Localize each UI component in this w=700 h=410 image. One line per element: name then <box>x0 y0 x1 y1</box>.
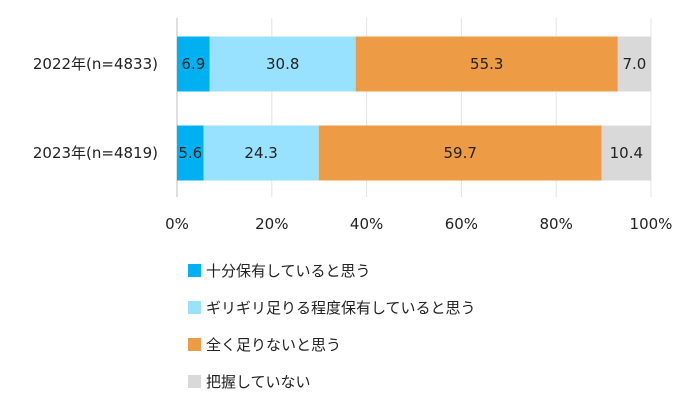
x-tick-label: 0% <box>165 215 189 233</box>
bar-segment <box>601 125 651 181</box>
x-tick-label: 100% <box>630 215 673 233</box>
legend-label-barely-enough: ギリギリ足りる程度保有していると思う <box>206 299 476 317</box>
x-tick-label: 60% <box>445 215 478 233</box>
data-label: 59.7 <box>444 144 477 162</box>
legend-swatch-sufficient <box>188 264 201 277</box>
legend: 十分保有していると思う ギリギリ足りる程度保有していると思う 全く足りないと思う… <box>188 252 476 400</box>
x-tick-label: 20% <box>255 215 288 233</box>
data-label: 7.0 <box>622 55 646 73</box>
legend-item-not-enough: 全く足りないと思う <box>188 326 476 363</box>
data-label: 55.3 <box>470 55 503 73</box>
bar-segment <box>177 36 210 92</box>
legend-item-barely-enough: ギリギリ足りる程度保有していると思う <box>188 289 476 326</box>
legend-swatch-not-enough <box>188 338 201 351</box>
bar-segment <box>318 125 602 181</box>
legend-label-sufficient: 十分保有していると思う <box>206 262 371 280</box>
legend-swatch-unknown <box>188 375 201 388</box>
category-label: 2022年(n=4833) <box>33 55 158 73</box>
legend-item-sufficient: 十分保有していると思う <box>188 252 476 289</box>
bar-segment <box>355 36 618 92</box>
stacked-bar-chart: 0% 20% 40% 60% 80% 100% 2022年(n=4833) 6.9 30.8 55… <box>33 18 673 233</box>
bar-segment <box>209 36 356 92</box>
bar-segment <box>617 36 651 92</box>
legend-label-not-enough: 全く足りないと思う <box>206 336 342 354</box>
legend-item-unknown: 把握していない <box>188 363 476 400</box>
x-tick-label: 40% <box>350 215 383 233</box>
data-label: 24.3 <box>244 144 277 162</box>
data-label: 30.8 <box>266 55 299 73</box>
bar-segment <box>203 125 319 181</box>
category-label: 2023年(n=4819) <box>33 144 158 162</box>
data-label: 6.9 <box>181 55 205 73</box>
x-tick-label: 80% <box>540 215 573 233</box>
data-label: 5.6 <box>178 144 202 162</box>
legend-swatch-barely-enough <box>188 301 201 314</box>
legend-label-unknown: 把握していない <box>206 373 311 391</box>
bar-segment <box>177 125 204 181</box>
data-label: 10.4 <box>610 144 643 162</box>
